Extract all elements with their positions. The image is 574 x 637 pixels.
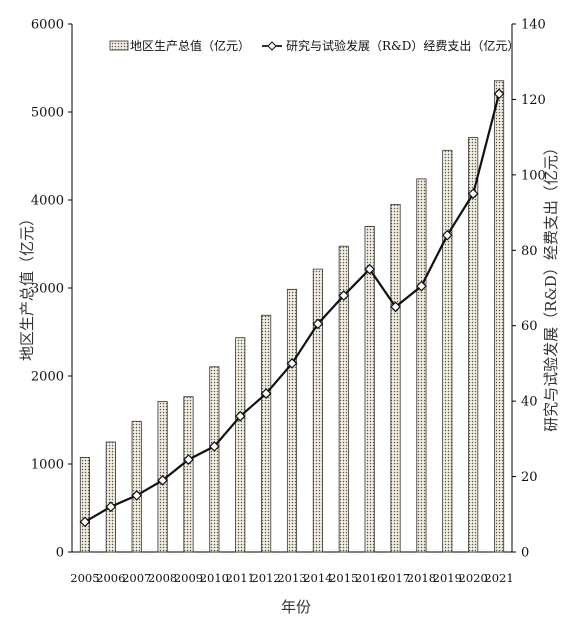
y-left-tick-label: 6000 bbox=[31, 18, 64, 33]
bar bbox=[105, 441, 116, 553]
x-tick-label: 2015 bbox=[329, 571, 358, 585]
x-tick-label: 2009 bbox=[174, 571, 203, 585]
line-point bbox=[364, 263, 375, 275]
y-left-tick-label: 1000 bbox=[31, 458, 64, 473]
line-point bbox=[416, 280, 427, 292]
line-point bbox=[260, 388, 272, 399]
line-point bbox=[493, 88, 505, 100]
y-axis-right-title: 研究与试验发展（R&D）经费支出（亿元） bbox=[542, 140, 560, 432]
y-right-tick-label: 40 bbox=[521, 395, 538, 410]
bar bbox=[183, 396, 194, 553]
y-right-tick-label: 0 bbox=[521, 546, 529, 561]
x-tick-label: 2013 bbox=[277, 571, 306, 585]
tick-labels: 0 1000 2000 3000 4000 5000 6000 0 20 40 60 80 100 120… bbox=[31, 18, 546, 586]
legend: 地区生产总值（亿元） 研究与试验发展（R&D）经费支出（亿元） bbox=[109, 38, 519, 53]
x-tick-label: 2018 bbox=[407, 571, 436, 585]
x-tick-label: 2011 bbox=[226, 571, 255, 585]
bar bbox=[312, 268, 323, 553]
line-point bbox=[131, 490, 143, 501]
line-point bbox=[441, 229, 453, 241]
y-right-tick-label: 80 bbox=[521, 244, 538, 259]
x-tick-label: 2019 bbox=[433, 571, 462, 585]
bar bbox=[416, 178, 427, 553]
bar bbox=[468, 137, 479, 553]
line-point bbox=[183, 454, 194, 465]
x-tick-label: 2010 bbox=[200, 571, 229, 585]
legend-line-label: 研究与试验发展（R&D）经费支出（亿元） bbox=[286, 38, 519, 53]
legend-bar-swatch bbox=[109, 40, 129, 51]
x-tick-label: 2006 bbox=[96, 571, 125, 585]
bar bbox=[261, 314, 272, 553]
x-tick-label: 2014 bbox=[303, 571, 332, 585]
line-series bbox=[79, 88, 505, 528]
x-tick-label: 2021 bbox=[484, 571, 513, 585]
y-left-tick-label: 4000 bbox=[31, 194, 64, 209]
bar bbox=[338, 245, 349, 553]
bar bbox=[390, 203, 401, 553]
bar bbox=[442, 149, 453, 553]
line-point bbox=[390, 301, 401, 313]
legend-line-marker bbox=[267, 41, 277, 51]
bar bbox=[209, 366, 220, 553]
line-point bbox=[312, 318, 324, 330]
line-point bbox=[234, 410, 246, 422]
bar bbox=[286, 288, 298, 553]
y-right-tick-label: 120 bbox=[521, 93, 546, 108]
y-right-tick-label: 140 bbox=[521, 18, 546, 33]
bar bbox=[493, 80, 505, 553]
y-axis-left-title: 地区生产总值（亿元） bbox=[18, 211, 36, 361]
x-tick-label: 2012 bbox=[251, 571, 280, 585]
y-left-tick-label: 3000 bbox=[31, 282, 64, 297]
y-left-tick-label: 0 bbox=[56, 546, 64, 561]
y-right-tick-label: 100 bbox=[521, 168, 546, 183]
y-right-tick-label: 60 bbox=[521, 319, 538, 334]
x-tick-label: 2005 bbox=[70, 571, 99, 585]
y-left-tick-label: 2000 bbox=[31, 370, 64, 385]
line-point bbox=[105, 501, 117, 513]
bar bbox=[235, 337, 246, 553]
x-tick-label: 2020 bbox=[459, 571, 488, 585]
bar bbox=[364, 225, 375, 553]
bar-series bbox=[79, 80, 505, 553]
legend-bar-label: 地区生产总值（亿元） bbox=[130, 38, 250, 53]
y-left-tick-label: 5000 bbox=[31, 106, 64, 121]
bar bbox=[131, 420, 142, 553]
line-point bbox=[338, 290, 350, 301]
line-point bbox=[286, 358, 298, 369]
x-axis-title: 年份 bbox=[281, 598, 311, 616]
bar bbox=[79, 456, 91, 553]
line-point bbox=[79, 516, 91, 528]
line-point bbox=[467, 188, 479, 200]
line-point bbox=[209, 441, 220, 452]
x-tick-label: 2016 bbox=[355, 571, 384, 585]
line-point bbox=[157, 474, 168, 486]
x-tick-label: 2008 bbox=[148, 571, 177, 585]
x-tick-label: 2007 bbox=[122, 571, 151, 585]
x-tick-label: 2017 bbox=[381, 571, 410, 585]
y-right-tick-label: 20 bbox=[521, 470, 538, 485]
